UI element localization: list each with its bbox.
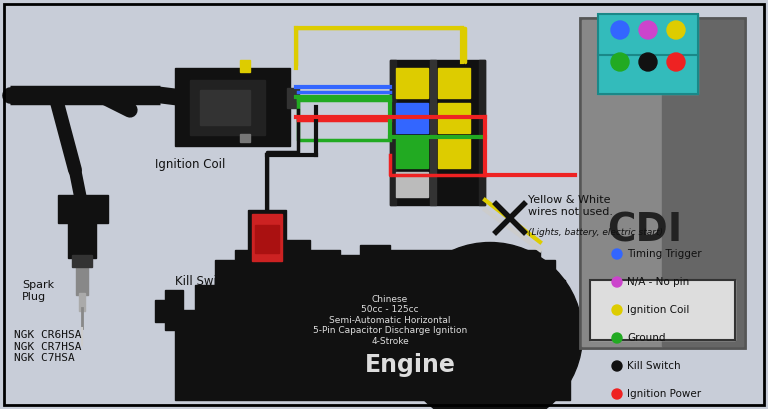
Bar <box>479 60 485 205</box>
Bar <box>155 300 169 322</box>
Bar <box>430 60 436 205</box>
Text: Kill Switch: Kill Switch <box>627 361 680 371</box>
Bar <box>240 134 250 142</box>
Bar <box>396 103 428 133</box>
Text: Ignition Coil: Ignition Coil <box>155 158 225 171</box>
Text: Chinese
50cc - 125cc
Semi-Automatic Horizontal
5-Pin Capacitor Discharge Ignitio: Chinese 50cc - 125cc Semi-Automatic Hori… <box>313 295 467 346</box>
Bar <box>598 14 698 94</box>
Ellipse shape <box>611 21 629 39</box>
Ellipse shape <box>612 249 622 259</box>
Bar <box>396 138 428 168</box>
Ellipse shape <box>398 243 582 409</box>
Text: Timing Trigger: Timing Trigger <box>627 249 702 259</box>
Bar <box>438 138 470 168</box>
Ellipse shape <box>612 277 622 287</box>
Bar <box>396 172 428 197</box>
Bar <box>580 18 745 348</box>
Bar <box>390 60 485 205</box>
Bar <box>580 18 745 348</box>
Bar <box>72 255 92 267</box>
Ellipse shape <box>667 21 685 39</box>
Bar <box>68 223 96 258</box>
Text: Kill Switch: Kill Switch <box>175 275 236 288</box>
Ellipse shape <box>639 21 657 39</box>
Ellipse shape <box>612 305 622 315</box>
Bar <box>200 90 250 125</box>
Bar <box>248 210 286 265</box>
Bar <box>58 195 108 223</box>
Text: Spark
Plug: Spark Plug <box>22 280 54 301</box>
Bar <box>240 60 250 72</box>
Text: Ground: Ground <box>627 333 666 343</box>
Text: Engine: Engine <box>365 353 455 377</box>
Text: Yellow & White
wires not used.: Yellow & White wires not used. <box>528 195 613 217</box>
Bar <box>590 280 735 340</box>
Bar <box>252 214 282 261</box>
Bar <box>396 68 428 98</box>
Bar <box>590 280 735 340</box>
Bar <box>165 290 183 330</box>
Text: NGK CR6HSA
NGK CR7HSA
NGK C7HSA: NGK CR6HSA NGK CR7HSA NGK C7HSA <box>14 330 81 363</box>
Text: N/A - No pin: N/A - No pin <box>627 277 689 287</box>
Ellipse shape <box>612 361 622 371</box>
Bar <box>175 68 290 146</box>
Bar <box>662 20 743 346</box>
Text: (Lights, battery, electric start): (Lights, battery, electric start) <box>528 228 663 237</box>
Ellipse shape <box>611 53 629 71</box>
Ellipse shape <box>612 333 622 343</box>
Polygon shape <box>175 240 570 400</box>
Ellipse shape <box>612 389 622 399</box>
Text: CDI: CDI <box>607 211 683 249</box>
Ellipse shape <box>667 53 685 71</box>
Bar <box>79 293 85 311</box>
Bar <box>190 80 265 135</box>
Bar <box>76 265 88 295</box>
Bar <box>582 20 662 346</box>
Bar <box>255 225 279 253</box>
Bar <box>390 60 396 205</box>
Text: Ignition Coil: Ignition Coil <box>627 305 690 315</box>
Bar <box>287 88 299 108</box>
Bar <box>598 14 698 94</box>
Bar <box>438 68 470 98</box>
Ellipse shape <box>639 53 657 71</box>
Bar <box>438 103 470 133</box>
Text: Ignition Power: Ignition Power <box>627 389 701 399</box>
